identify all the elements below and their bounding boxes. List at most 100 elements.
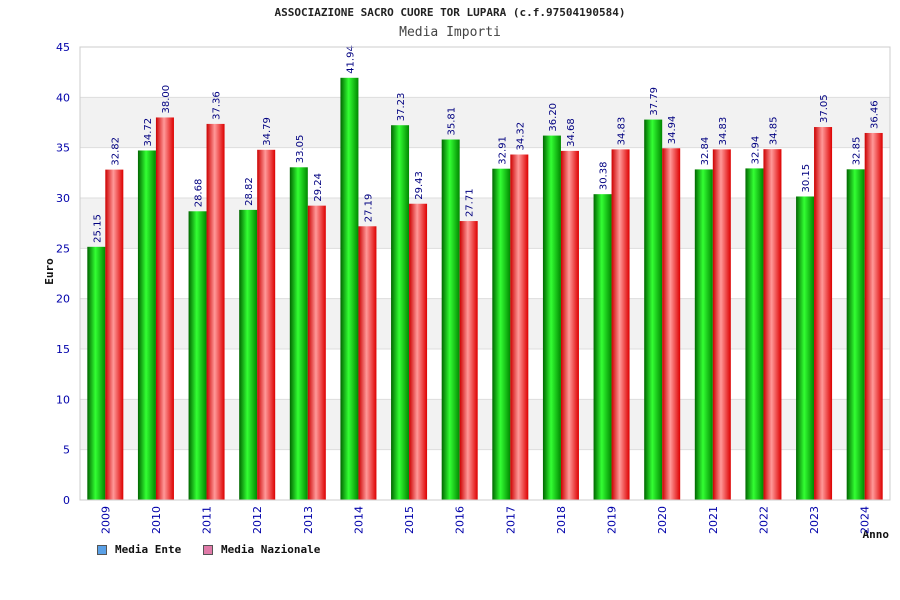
data-label: 32.82 <box>110 137 121 166</box>
data-label: 30.38 <box>599 162 610 191</box>
x-tick-label: 2010 <box>150 506 163 534</box>
data-label: 32.85 <box>852 137 863 166</box>
data-label: 33.05 <box>295 135 306 164</box>
bar-media-ente <box>694 169 713 501</box>
y-tick-label: 20 <box>56 293 70 306</box>
plot-frame <box>79 46 891 501</box>
data-label: 34.72 <box>143 118 154 147</box>
x-tick-label: 2013 <box>302 506 315 534</box>
data-label: 34.83 <box>617 117 628 146</box>
bar-media-ente <box>239 209 258 500</box>
x-tick-label: 2020 <box>656 506 669 534</box>
data-label: 30.15 <box>801 164 812 193</box>
x-tick-label: 2009 <box>99 506 112 534</box>
legend-swatch-media-ente <box>97 544 107 555</box>
y-tick-label: 0 <box>63 494 70 507</box>
data-label: 34.79 <box>262 117 273 146</box>
bar-media-nazionale <box>105 169 124 500</box>
data-label: 27.71 <box>465 188 476 217</box>
bar-media-nazionale <box>611 149 630 501</box>
data-label: 37.05 <box>819 94 830 123</box>
bar-media-ente <box>340 77 359 500</box>
bar-media-ente <box>441 139 460 500</box>
bar-media-ente <box>796 196 815 501</box>
y-tick-label: 35 <box>56 142 70 155</box>
data-label: 34.94 <box>667 116 678 145</box>
x-tick-label: 2017 <box>504 506 517 534</box>
data-label: 36.20 <box>548 103 559 132</box>
data-label: 36.46 <box>870 100 881 129</box>
bar-media-nazionale <box>560 150 579 500</box>
legend-swatch-media-nazionale <box>203 544 213 555</box>
data-label: 32.94 <box>750 136 761 165</box>
data-label: 34.32 <box>515 122 526 151</box>
x-axis-label: Anno <box>863 528 890 541</box>
chart-title: ASSOCIAZIONE SACRO CUORE TOR LUPARA (c.f… <box>274 6 626 19</box>
bar-media-nazionale <box>763 149 782 500</box>
y-tick-label: 25 <box>56 242 70 255</box>
bar-media-ente <box>542 135 561 500</box>
x-tick-label: 2023 <box>808 506 821 534</box>
data-label: 37.23 <box>396 93 407 122</box>
bar-media-nazionale <box>712 149 731 501</box>
y-tick-label: 40 <box>56 91 70 104</box>
legend-item-media-nazionale: Media Nazionale <box>203 543 320 556</box>
bar-media-ente <box>593 194 612 500</box>
data-label: 29.24 <box>313 173 324 202</box>
bar-media-nazionale <box>510 154 529 500</box>
data-label: 37.79 <box>649 87 660 116</box>
data-label: 41.94 <box>345 45 356 74</box>
data-label: 34.83 <box>718 117 729 146</box>
data-label: 27.19 <box>363 194 374 223</box>
chart-subtitle: Media Importi <box>399 25 501 40</box>
x-tick-label: 2015 <box>403 506 416 534</box>
bar-media-ente <box>188 211 207 500</box>
legend-label-media-ente: Media Ente <box>115 543 182 556</box>
bar-media-ente <box>745 168 764 501</box>
bar-media-nazionale <box>662 148 681 500</box>
y-tick-label: 10 <box>56 393 70 406</box>
x-tick-label: 2021 <box>707 506 720 534</box>
x-tick-label: 2014 <box>352 506 365 534</box>
bar-media-ente <box>289 167 308 500</box>
x-tick-label: 2022 <box>757 506 770 534</box>
bar-media-ente <box>846 169 865 500</box>
data-label: 38.00 <box>161 85 172 114</box>
grid-band <box>80 47 890 98</box>
data-label: 32.91 <box>497 136 508 165</box>
data-label: 32.84 <box>700 137 711 166</box>
data-label: 34.68 <box>566 118 577 147</box>
data-label: 34.85 <box>768 117 779 146</box>
bar-media-nazionale <box>814 127 833 500</box>
data-label: 35.81 <box>447 107 458 136</box>
bar-media-nazionale <box>307 205 326 500</box>
data-label: 28.82 <box>244 177 255 206</box>
x-tick-label: 2019 <box>606 506 619 534</box>
y-axis-label: Euro <box>43 258 56 285</box>
y-tick-label: 15 <box>56 343 70 356</box>
y-tick-label: 5 <box>63 444 70 457</box>
x-tick-label: 2018 <box>555 506 568 534</box>
x-tick-label: 2024 <box>859 506 872 534</box>
legend-label-media-nazionale: Media Nazionale <box>221 543 321 556</box>
bar-media-ente <box>87 246 106 500</box>
bar-media-nazionale <box>257 149 276 500</box>
bar-media-nazionale <box>459 221 478 500</box>
bar-media-ente <box>391 125 410 500</box>
y-tick-label: 30 <box>56 192 70 205</box>
bar-media-nazionale <box>409 203 428 500</box>
data-label: 28.68 <box>194 179 205 208</box>
bar-media-nazionale <box>358 226 377 500</box>
bar-media-ente <box>644 119 663 501</box>
y-tick-label: 45 <box>56 41 70 54</box>
x-tick-label: 2016 <box>454 506 467 534</box>
data-label: 37.36 <box>212 91 223 120</box>
bar-media-ente <box>492 168 511 500</box>
x-tick-label: 2012 <box>251 506 264 534</box>
bar-media-nazionale <box>206 123 225 500</box>
x-tick-label: 2011 <box>201 506 214 534</box>
bar-media-nazionale <box>155 117 174 500</box>
bar-media-nazionale <box>864 132 883 500</box>
bar-media-ente <box>137 150 156 500</box>
